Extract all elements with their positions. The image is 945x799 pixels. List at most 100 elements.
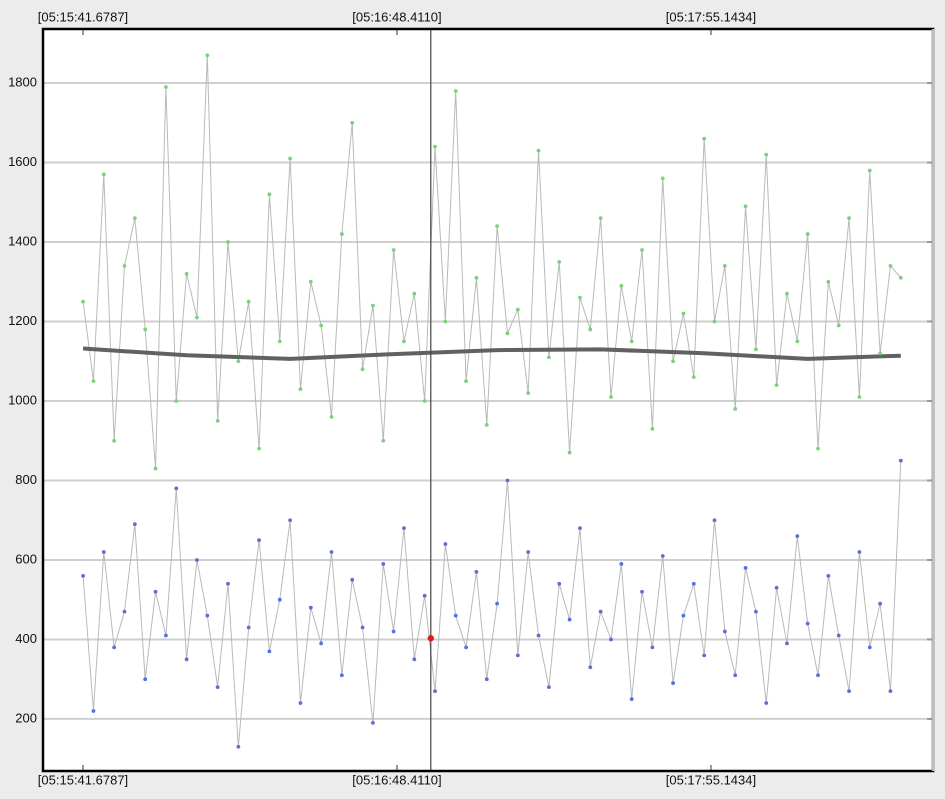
data-point xyxy=(578,295,582,300)
data-point xyxy=(785,641,789,646)
data-point xyxy=(609,637,613,642)
data-point xyxy=(226,240,230,244)
data-point xyxy=(443,319,448,324)
x-tick-label-top: [05:16:48.4110] xyxy=(352,9,441,24)
data-point xyxy=(163,85,168,89)
data-point xyxy=(360,625,365,630)
data-point xyxy=(371,303,375,308)
data-point xyxy=(143,327,148,332)
data-point xyxy=(288,156,293,161)
data-point xyxy=(795,339,800,344)
data-point xyxy=(691,375,696,380)
data-point xyxy=(350,120,355,125)
y-tick-label: 1800 xyxy=(8,74,37,89)
data-point xyxy=(629,697,634,701)
data-point xyxy=(391,248,396,252)
data-point xyxy=(867,645,872,650)
data-point xyxy=(515,653,520,658)
data-point xyxy=(184,271,189,276)
data-point xyxy=(557,581,562,586)
data-point xyxy=(598,609,603,614)
y-tick-label: 200 xyxy=(15,710,37,725)
data-point xyxy=(650,426,655,431)
data-point xyxy=(878,351,883,356)
data-point xyxy=(795,534,800,539)
data-point xyxy=(132,216,137,221)
y-tick-label: 600 xyxy=(15,551,37,566)
data-point xyxy=(805,621,810,626)
data-point xyxy=(774,585,779,590)
data-point xyxy=(650,645,655,650)
y-tick-label: 400 xyxy=(15,631,37,646)
data-point xyxy=(754,347,758,352)
data-point xyxy=(143,677,148,682)
series-points xyxy=(81,53,903,749)
data-point xyxy=(277,597,282,602)
data-point xyxy=(433,144,437,149)
y-tick-label: 1400 xyxy=(8,233,37,248)
data-point xyxy=(91,379,96,384)
data-point xyxy=(733,407,738,411)
data-point xyxy=(898,275,903,280)
data-point xyxy=(712,319,717,324)
data-point xyxy=(598,216,603,221)
series-lines xyxy=(82,29,902,771)
data-point xyxy=(495,601,500,606)
data-point xyxy=(427,635,434,642)
data-point xyxy=(660,176,665,181)
data-point xyxy=(453,613,458,618)
data-point xyxy=(515,307,520,312)
data-point xyxy=(526,550,531,554)
data-point xyxy=(236,744,241,749)
data-point xyxy=(898,458,903,463)
data-point xyxy=(619,283,624,288)
data-point xyxy=(402,339,406,344)
data-point xyxy=(277,339,282,344)
data-point xyxy=(867,168,872,173)
data-point xyxy=(816,446,820,451)
data-point xyxy=(339,232,344,236)
y-tick-label: 1600 xyxy=(8,154,37,169)
data-point xyxy=(101,172,106,177)
data-point xyxy=(464,379,468,384)
data-point xyxy=(722,629,727,634)
data-point xyxy=(391,629,396,634)
data-point xyxy=(722,263,727,268)
data-point xyxy=(122,263,127,268)
data-point xyxy=(153,589,158,594)
data-point xyxy=(195,558,199,562)
data-point xyxy=(743,566,748,570)
data-point xyxy=(847,689,851,694)
data-point xyxy=(836,633,841,638)
data-point xyxy=(536,148,541,153)
data-point xyxy=(826,279,831,284)
series-line xyxy=(82,346,901,361)
data-point xyxy=(267,192,272,197)
data-point xyxy=(464,645,468,650)
data-point xyxy=(629,339,634,344)
data-point xyxy=(422,399,427,403)
data-point xyxy=(81,573,85,578)
data-point xyxy=(826,573,831,578)
data-point xyxy=(588,665,593,670)
data-point xyxy=(215,418,220,423)
data-point xyxy=(112,645,117,650)
y-tick-label: 1000 xyxy=(8,392,37,407)
data-point xyxy=(546,355,551,360)
y-tick-label: 1200 xyxy=(8,313,37,328)
data-point xyxy=(702,136,707,141)
x-tick-label-top: [05:15:41.6787] xyxy=(38,9,128,24)
data-point xyxy=(484,422,489,427)
data-point xyxy=(381,438,386,443)
data-point xyxy=(153,466,158,471)
data-point xyxy=(495,224,500,229)
data-point xyxy=(857,395,862,399)
x-tick-label-bottom: [05:15:41.6787] xyxy=(38,772,128,787)
data-point xyxy=(588,327,593,332)
data-point xyxy=(267,649,272,654)
data-point xyxy=(308,279,313,284)
data-point xyxy=(339,673,344,678)
data-point xyxy=(712,518,717,523)
data-point xyxy=(660,554,665,558)
